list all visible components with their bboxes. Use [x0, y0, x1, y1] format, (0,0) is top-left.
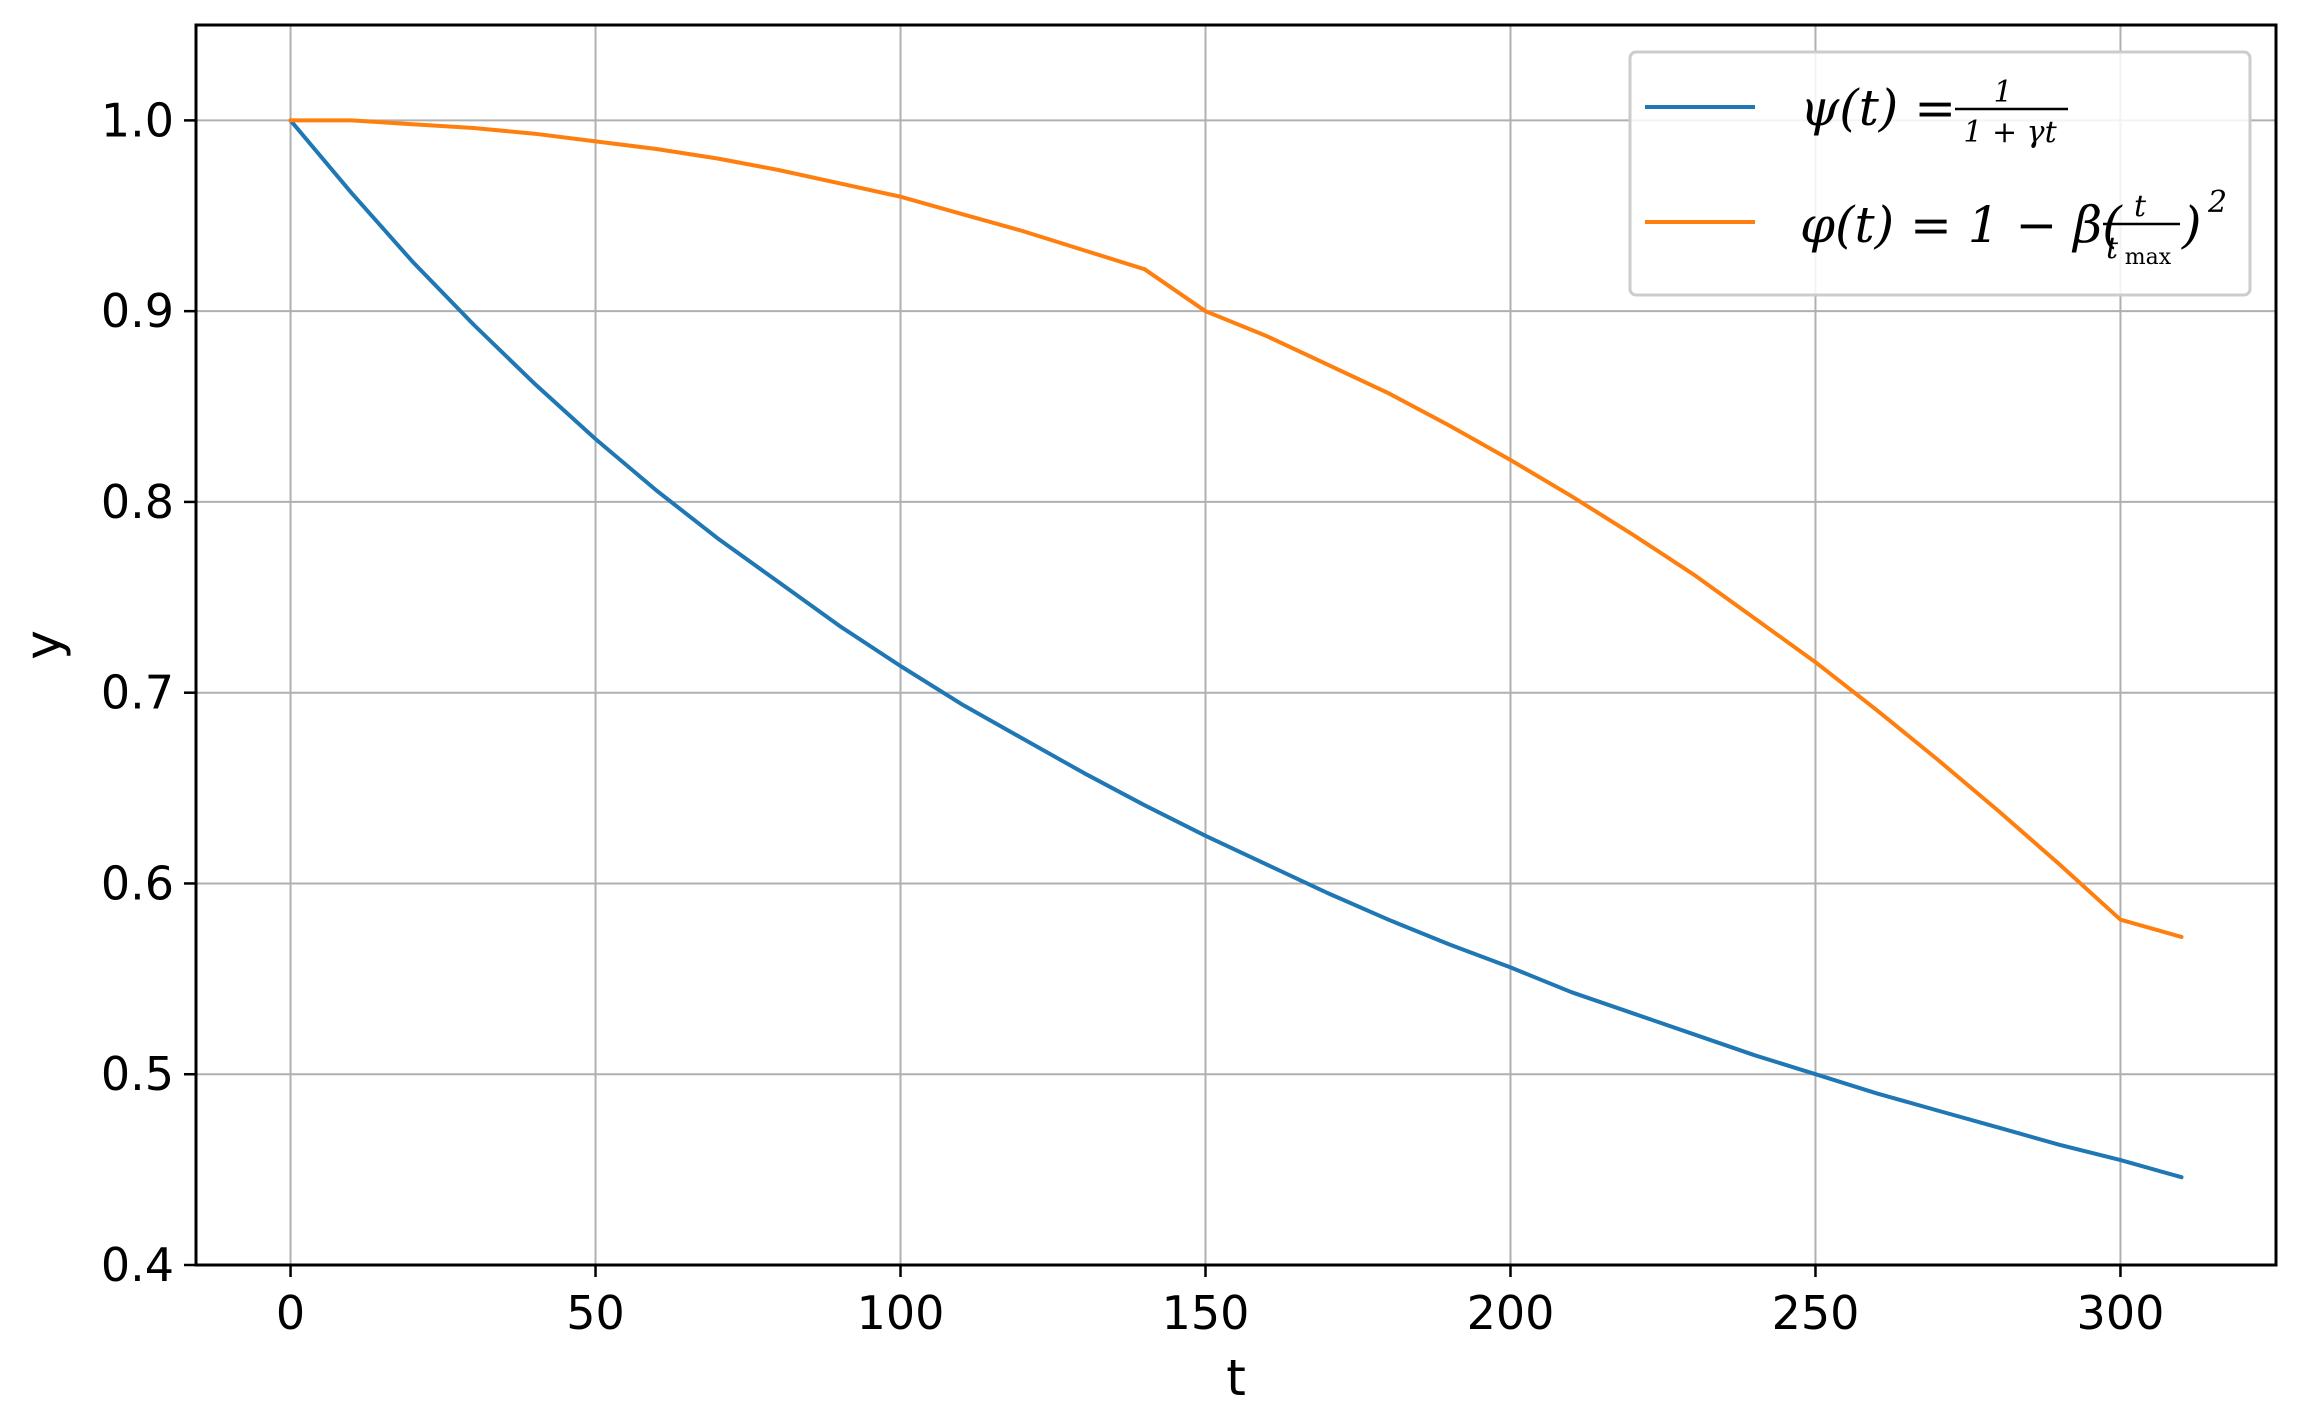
- legend-frame: [1628, 50, 2252, 297]
- y-tick-label: 1.0: [101, 93, 174, 147]
- legend-phi-exponent: 2: [2207, 185, 2227, 220]
- legend: ψ(t) = 1 1 + γt φ(t) = 1 − β( t t max ) …: [1628, 50, 2252, 297]
- series-line-0: [288, 118, 2184, 1180]
- y-tick-label: 0.5: [101, 1047, 174, 1101]
- y-tick-label: 0.4: [101, 1238, 174, 1292]
- y-tick-label: 0.7: [101, 666, 174, 720]
- y-tick-label: 0.9: [101, 284, 174, 338]
- x-tick-label: 300: [2077, 1286, 2165, 1340]
- y-tick-label: 0.8: [101, 475, 174, 529]
- x-tick-label: 50: [566, 1286, 625, 1340]
- legend-phi-denominator: t: [2106, 231, 2119, 266]
- x-tick-label: 250: [1772, 1286, 1860, 1340]
- legend-psi-numerator: 1: [1993, 75, 2012, 110]
- y-tick-label: 0.6: [101, 856, 174, 910]
- series-line-1: [288, 118, 2184, 939]
- x-tick-label: 0: [276, 1286, 305, 1340]
- series-group: [288, 118, 2184, 1180]
- legend-phi-denominator-subscript: max: [2125, 245, 2172, 270]
- y-axis-label: y: [14, 630, 72, 660]
- legend-phi-lhs: φ(t) = 1 − β(: [1800, 196, 2123, 254]
- x-tick-label: 100: [857, 1286, 945, 1340]
- ticks: 0 50 100 150 200 250 300 0.4 0.5 0.6 0.7 0.8 0.9 1.0: [101, 93, 2165, 1340]
- x-tick-label: 200: [1467, 1286, 1555, 1340]
- x-axis-label: t: [1226, 1349, 1246, 1407]
- legend-psi-lhs: ψ(t) =: [1800, 79, 1956, 137]
- x-tick-label: 150: [1162, 1286, 1250, 1340]
- legend-phi-rhs: ): [2181, 196, 2202, 254]
- plot-frame: [194, 23, 2278, 1267]
- legend-phi-numerator: t: [2134, 189, 2147, 224]
- legend-psi-denominator: 1 + γt: [1963, 115, 2057, 150]
